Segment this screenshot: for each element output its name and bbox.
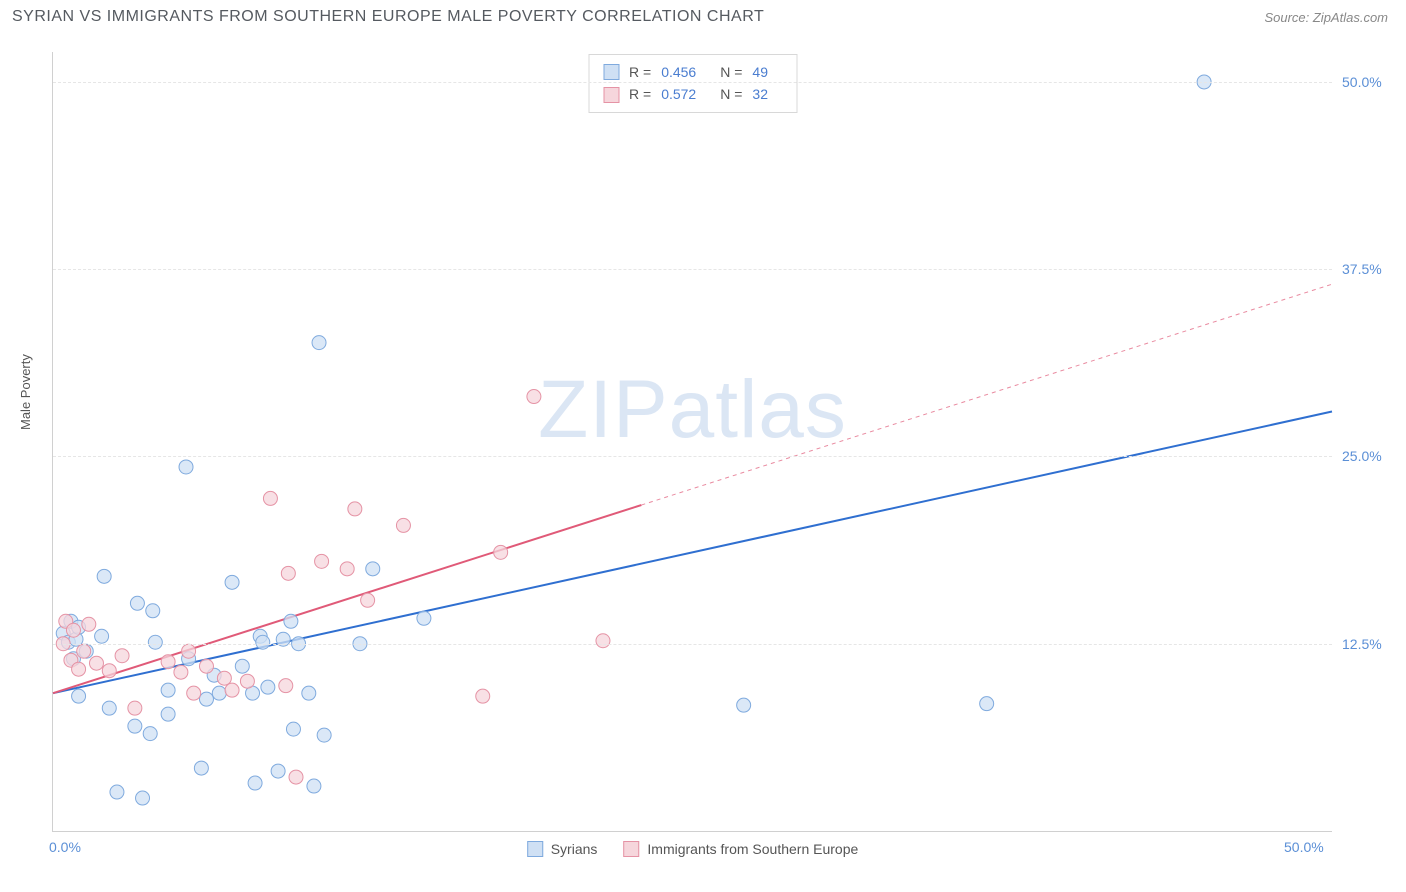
- data-point-syrians: [256, 635, 270, 649]
- data-point-syrians: [417, 611, 431, 625]
- scatter-svg: [53, 52, 1332, 831]
- data-point-southern_europe: [348, 502, 362, 516]
- trend-line-extrapolated-southern_europe: [641, 284, 1332, 505]
- swatch-southern-europe-icon: [623, 841, 639, 857]
- data-point-southern_europe: [263, 491, 277, 505]
- data-point-southern_europe: [174, 665, 188, 679]
- data-point-southern_europe: [396, 518, 410, 532]
- legend-item-southern-europe: Immigrants from Southern Europe: [623, 841, 858, 857]
- gridline: [53, 269, 1332, 270]
- data-point-syrians: [136, 791, 150, 805]
- data-point-southern_europe: [527, 390, 541, 404]
- data-point-syrians: [161, 683, 175, 697]
- data-point-southern_europe: [128, 701, 142, 715]
- data-point-syrians: [146, 604, 160, 618]
- data-point-syrians: [97, 569, 111, 583]
- data-point-southern_europe: [340, 562, 354, 576]
- legend-label-syrians: Syrians: [551, 841, 598, 857]
- data-point-southern_europe: [476, 689, 490, 703]
- data-point-syrians: [128, 719, 142, 733]
- data-point-southern_europe: [240, 674, 254, 688]
- gridline: [53, 82, 1332, 83]
- data-point-southern_europe: [89, 656, 103, 670]
- data-point-southern_europe: [72, 662, 86, 676]
- data-point-southern_europe: [217, 671, 231, 685]
- data-point-syrians: [130, 596, 144, 610]
- legend-label-southern-europe: Immigrants from Southern Europe: [647, 841, 858, 857]
- data-point-syrians: [248, 776, 262, 790]
- data-point-southern_europe: [102, 664, 116, 678]
- data-point-syrians: [286, 722, 300, 736]
- x-tick-label: 50.0%: [1284, 839, 1324, 855]
- data-point-southern_europe: [182, 644, 196, 658]
- data-point-syrians: [225, 575, 239, 589]
- gridline: [53, 456, 1332, 457]
- y-tick-label: 50.0%: [1342, 74, 1402, 90]
- data-point-syrians: [102, 701, 116, 715]
- chart-source: Source: ZipAtlas.com: [1264, 10, 1388, 25]
- chart-header: SYRIAN VS IMMIGRANTS FROM SOUTHERN EUROP…: [0, 0, 1406, 36]
- chart-title: SYRIAN VS IMMIGRANTS FROM SOUTHERN EUROP…: [12, 8, 764, 26]
- data-point-syrians: [72, 689, 86, 703]
- y-tick-label: 12.5%: [1342, 636, 1402, 652]
- data-point-syrians: [366, 562, 380, 576]
- data-point-syrians: [110, 785, 124, 799]
- trend-line-syrians: [53, 412, 1332, 694]
- gridline: [53, 644, 1332, 645]
- data-point-syrians: [980, 697, 994, 711]
- data-point-southern_europe: [225, 683, 239, 697]
- data-point-southern_europe: [281, 566, 295, 580]
- data-point-southern_europe: [289, 770, 303, 784]
- data-point-syrians: [161, 707, 175, 721]
- data-point-southern_europe: [82, 617, 96, 631]
- data-point-syrians: [261, 680, 275, 694]
- data-point-syrians: [312, 336, 326, 350]
- data-point-syrians: [317, 728, 331, 742]
- data-point-southern_europe: [315, 554, 329, 568]
- data-point-syrians: [143, 727, 157, 741]
- plot-area: ZIPatlas R = 0.456 N = 49 R = 0.572 N = …: [52, 52, 1332, 832]
- legend-item-syrians: Syrians: [527, 841, 598, 857]
- data-point-southern_europe: [187, 686, 201, 700]
- data-point-syrians: [271, 764, 285, 778]
- data-point-syrians: [302, 686, 316, 700]
- data-point-syrians: [179, 460, 193, 474]
- data-point-syrians: [95, 629, 109, 643]
- y-tick-label: 25.0%: [1342, 448, 1402, 464]
- data-point-southern_europe: [199, 659, 213, 673]
- series-legend: Syrians Immigrants from Southern Europe: [527, 841, 859, 857]
- data-point-southern_europe: [279, 679, 293, 693]
- y-tick-label: 37.5%: [1342, 261, 1402, 277]
- data-point-southern_europe: [66, 623, 80, 637]
- data-point-southern_europe: [161, 655, 175, 669]
- data-point-syrians: [199, 692, 213, 706]
- data-point-syrians: [235, 659, 249, 673]
- data-point-syrians: [212, 686, 226, 700]
- swatch-syrians-icon: [527, 841, 543, 857]
- data-point-syrians: [148, 635, 162, 649]
- data-point-southern_europe: [361, 593, 375, 607]
- data-point-syrians: [737, 698, 751, 712]
- x-tick-label: 0.0%: [49, 839, 81, 855]
- data-point-syrians: [307, 779, 321, 793]
- data-point-southern_europe: [115, 649, 129, 663]
- data-point-syrians: [284, 614, 298, 628]
- data-point-southern_europe: [77, 644, 91, 658]
- y-axis-label: Male Poverty: [18, 354, 33, 430]
- data-point-southern_europe: [596, 634, 610, 648]
- data-point-southern_europe: [494, 545, 508, 559]
- data-point-syrians: [194, 761, 208, 775]
